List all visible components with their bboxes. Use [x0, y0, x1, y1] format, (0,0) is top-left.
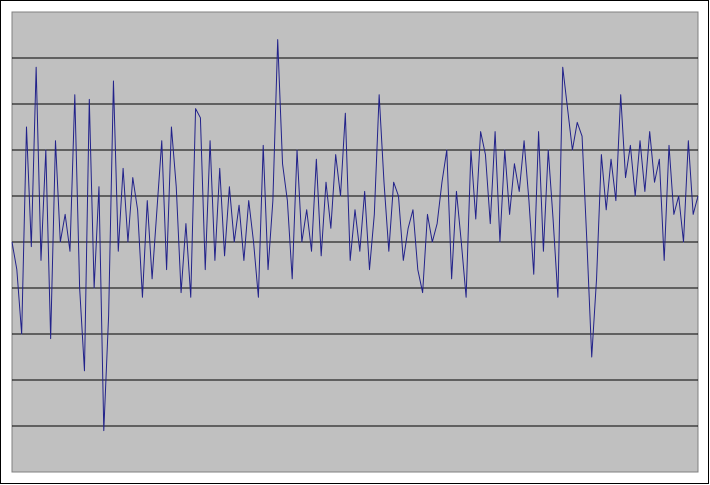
data-line	[11, 39, 699, 432]
